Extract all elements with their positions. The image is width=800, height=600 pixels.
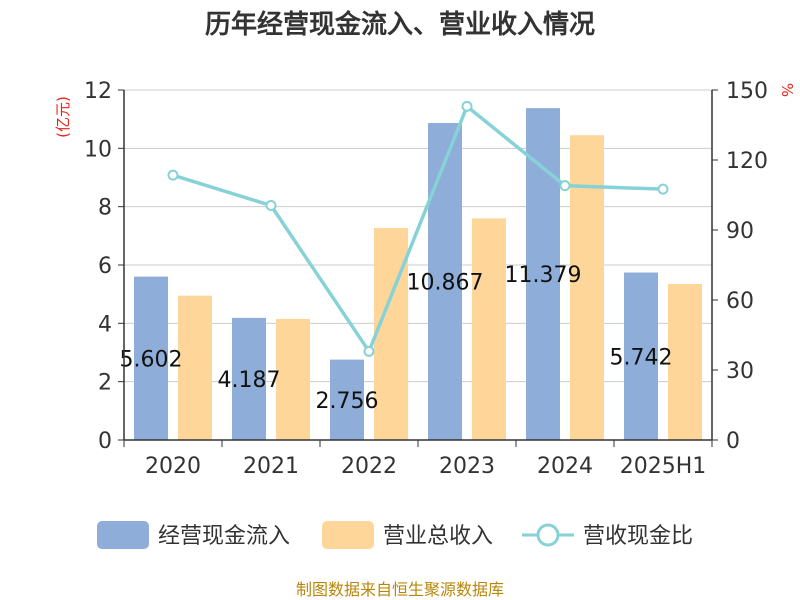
ratio-line: [172, 103, 664, 356]
bar-cash-inflow: [232, 317, 266, 440]
bar-revenue: [178, 295, 212, 440]
data-label: 4.187: [218, 368, 281, 393]
right-tick-label: 150: [726, 79, 768, 104]
bar-cash-inflow: [330, 359, 364, 440]
bar-revenue: [276, 318, 310, 440]
legend-item-cash-inflow[interactable]: 经营现金流入: [97, 521, 290, 549]
bar-revenue: [472, 218, 506, 440]
source-note: 制图数据来自恒生聚源数据库: [296, 580, 504, 599]
right-axis-unit: %: [778, 83, 796, 97]
legend-label-ratio: 营收现金比: [583, 524, 693, 549]
left-axis-ticks: 0 2 4 6 8 10 12: [84, 79, 124, 454]
bar-cash-inflow: [624, 272, 658, 440]
left-tick-label: 10: [84, 137, 112, 162]
data-label: 2.756: [316, 389, 379, 414]
x-tick-label: 2022: [341, 454, 397, 479]
grid-lines: [124, 89, 712, 383]
legend-swatch-ratio-marker: [536, 523, 560, 547]
right-tick-label: 120: [726, 149, 768, 174]
ratio-point: [657, 183, 669, 195]
left-tick-label: 2: [98, 371, 112, 396]
ratio-point: [559, 180, 571, 192]
ratio-point: [167, 169, 179, 181]
data-label: 5.602: [120, 347, 183, 372]
legend-swatch-cash-inflow: [97, 521, 149, 549]
left-tick-label: 4: [98, 312, 112, 337]
ratio-point: [461, 100, 473, 112]
bar-series: [134, 108, 702, 441]
data-labels: 5.602 4.187 2.756 10.867 11.379 5.742: [120, 263, 673, 414]
legend-label-cash-inflow: 经营现金流入: [158, 524, 290, 549]
right-tick-label: 30: [726, 359, 754, 384]
x-tick-label: 2024: [537, 454, 593, 479]
legend-item-ratio[interactable]: 营收现金比: [522, 523, 693, 549]
data-label: 10.867: [407, 271, 484, 296]
legend-label-revenue: 营业总收入: [383, 524, 493, 549]
right-tick-label: 90: [726, 219, 754, 244]
left-tick-label: 0: [98, 429, 112, 454]
x-tick-label: 2021: [243, 454, 299, 479]
data-label: 5.742: [610, 345, 673, 370]
left-tick-label: 6: [98, 254, 112, 279]
bar-cash-inflow: [526, 108, 560, 441]
left-tick-label: 12: [84, 79, 112, 104]
x-tick-label: 2023: [439, 454, 495, 479]
x-axis-ticks: 2020 2021 2022 2023 2024 2025H1: [123, 440, 713, 479]
ratio-point: [265, 200, 277, 211]
right-axis-ticks: 0 30 60 90 120 150: [712, 79, 768, 454]
x-tick-label: 2020: [145, 454, 201, 479]
chart-title: 历年经营现金流入、营业收入情况: [205, 9, 595, 40]
bar-revenue: [668, 283, 702, 440]
line-series: [167, 100, 669, 357]
left-axis-unit: (亿元): [54, 96, 72, 138]
bar-revenue: [374, 227, 408, 440]
bar-cash-inflow: [428, 123, 462, 440]
data-label: 11.379: [505, 263, 582, 288]
legend: 经营现金流入 营业总收入 营收现金比: [97, 521, 693, 549]
ratio-point: [363, 345, 375, 357]
right-tick-label: 60: [726, 289, 754, 314]
x-tick-label: 2025H1: [620, 454, 707, 479]
legend-swatch-revenue: [322, 521, 374, 549]
legend-item-revenue[interactable]: 营业总收入: [322, 521, 493, 549]
right-tick-label: 0: [726, 429, 740, 454]
bar-cash-inflow: [134, 276, 168, 440]
left-tick-label: 8: [98, 196, 112, 221]
